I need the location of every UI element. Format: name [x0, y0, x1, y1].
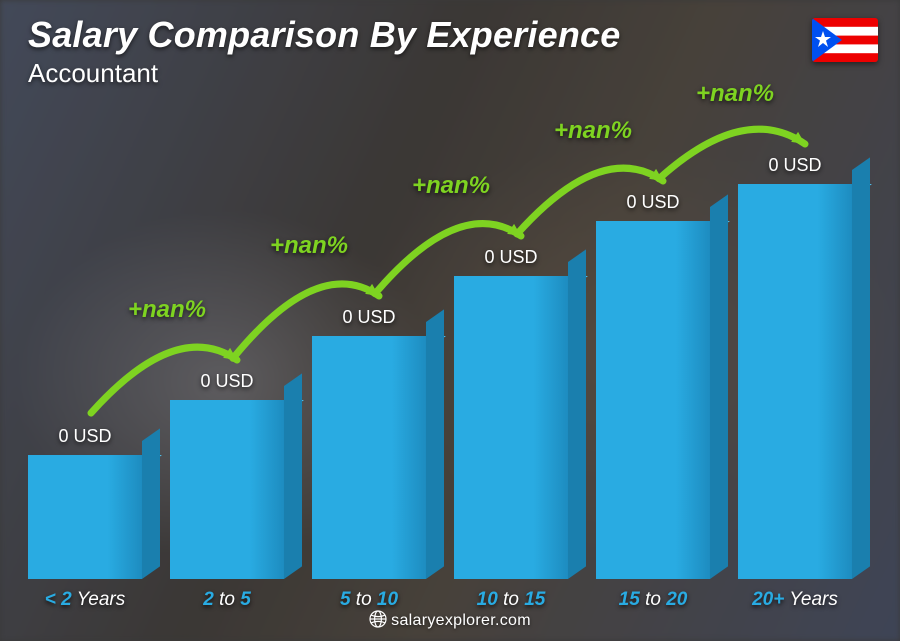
bar-front-face [454, 276, 568, 579]
bar-category-label: 20+ Years [752, 589, 838, 611]
bar-category-label: < 2 Years [45, 589, 125, 611]
bar-side-face [852, 158, 870, 579]
bar-slot: 0 USD2 to 5 [170, 120, 284, 579]
bar-value-label: 0 USD [200, 371, 253, 392]
bar-slot: 0 USD< 2 Years [28, 120, 142, 579]
footer-credit: salaryexplorer.com [0, 610, 900, 633]
chart-title: Salary Comparison By Experience [28, 14, 880, 56]
bar-front-face [596, 221, 710, 579]
bar-value-label: 0 USD [342, 307, 395, 328]
bar [170, 400, 284, 579]
bars-container: 0 USD< 2 Years0 USD2 to 50 USD5 to 100 U… [28, 120, 852, 579]
bar-category-label: 10 to 15 [477, 589, 546, 611]
bar-value-label: 0 USD [484, 247, 537, 268]
bar [596, 221, 710, 579]
bar-category-label: 2 to 5 [203, 589, 251, 611]
bar-slot: 0 USD15 to 20 [596, 120, 710, 579]
bar-slot: 0 USD20+ Years [738, 120, 852, 579]
globe-icon [369, 610, 387, 633]
bar-chart: 0 USD< 2 Years0 USD2 to 50 USD5 to 100 U… [28, 120, 852, 579]
bar-side-face [284, 373, 302, 579]
bar-category-label: 15 to 20 [619, 589, 688, 611]
bar-value-label: 0 USD [626, 192, 679, 213]
bar-side-face [710, 194, 728, 579]
bar [312, 336, 426, 579]
bar-value-label: 0 USD [768, 155, 821, 176]
bar-side-face [426, 309, 444, 579]
bar-value-label: 0 USD [58, 426, 111, 447]
bar-front-face [312, 336, 426, 579]
chart-subtitle: Accountant [28, 58, 880, 89]
bar-front-face [170, 400, 284, 579]
footer-text: salaryexplorer.com [391, 612, 531, 629]
puerto-rico-flag-icon [812, 18, 878, 62]
bar [28, 455, 142, 579]
bar-side-face [568, 249, 586, 579]
bar-side-face [142, 428, 160, 579]
bar [454, 276, 568, 579]
header: Salary Comparison By Experience Accounta… [28, 14, 880, 89]
bar-slot: 0 USD5 to 10 [312, 120, 426, 579]
bar-category-label: 5 to 10 [340, 589, 398, 611]
bar-slot: 0 USD10 to 15 [454, 120, 568, 579]
bar [738, 184, 852, 579]
bar-front-face [738, 184, 852, 579]
bar-front-face [28, 455, 142, 579]
